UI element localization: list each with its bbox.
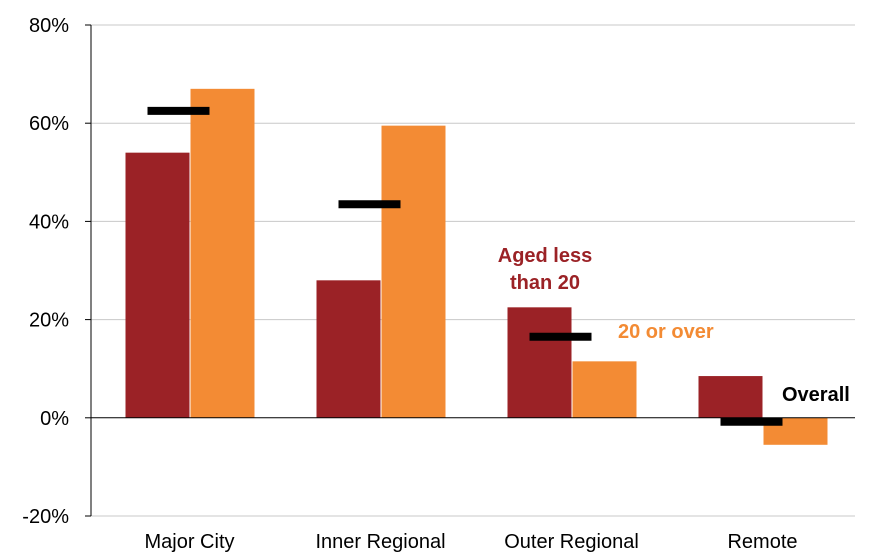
x-category-label: Remote [727,531,797,553]
annotation-overall: Overall [782,384,850,406]
overall-markers [147,106,783,426]
annotation-aged-line1: Aged less [498,245,592,267]
x-category-label: Major City [144,531,234,553]
y-tick-label: 60% [29,113,69,135]
bar-aged-less-than-20-0 [125,152,190,418]
bar-aged-less-than-20-1 [316,280,381,418]
annotation-20-or-over: 20 or over [618,321,714,343]
bar-20-or-over-1 [381,125,446,418]
bars [125,88,828,445]
bar-aged-less-than-20-2 [507,307,572,418]
bar-aged-less-than-20-3 [698,376,763,418]
bar-20-or-over-2 [572,361,637,418]
y-axis-ticks: -20% 0% 20% 40% 60% 80% [22,15,91,528]
x-axis-labels: Major City Inner Regional Outer Regional Re… [144,531,797,553]
y-tick-label: 40% [29,211,69,233]
y-tick-label: 80% [29,15,69,37]
y-tick-label: -20% [22,506,69,528]
x-category-label: Outer Regional [504,531,639,553]
bar-20-or-over-0 [190,88,255,418]
y-tick-label: 20% [29,310,69,332]
x-category-label: Inner Regional [315,531,445,553]
annotation-aged-line2: than 20 [510,272,580,294]
y-tick-label: 0% [40,408,69,430]
